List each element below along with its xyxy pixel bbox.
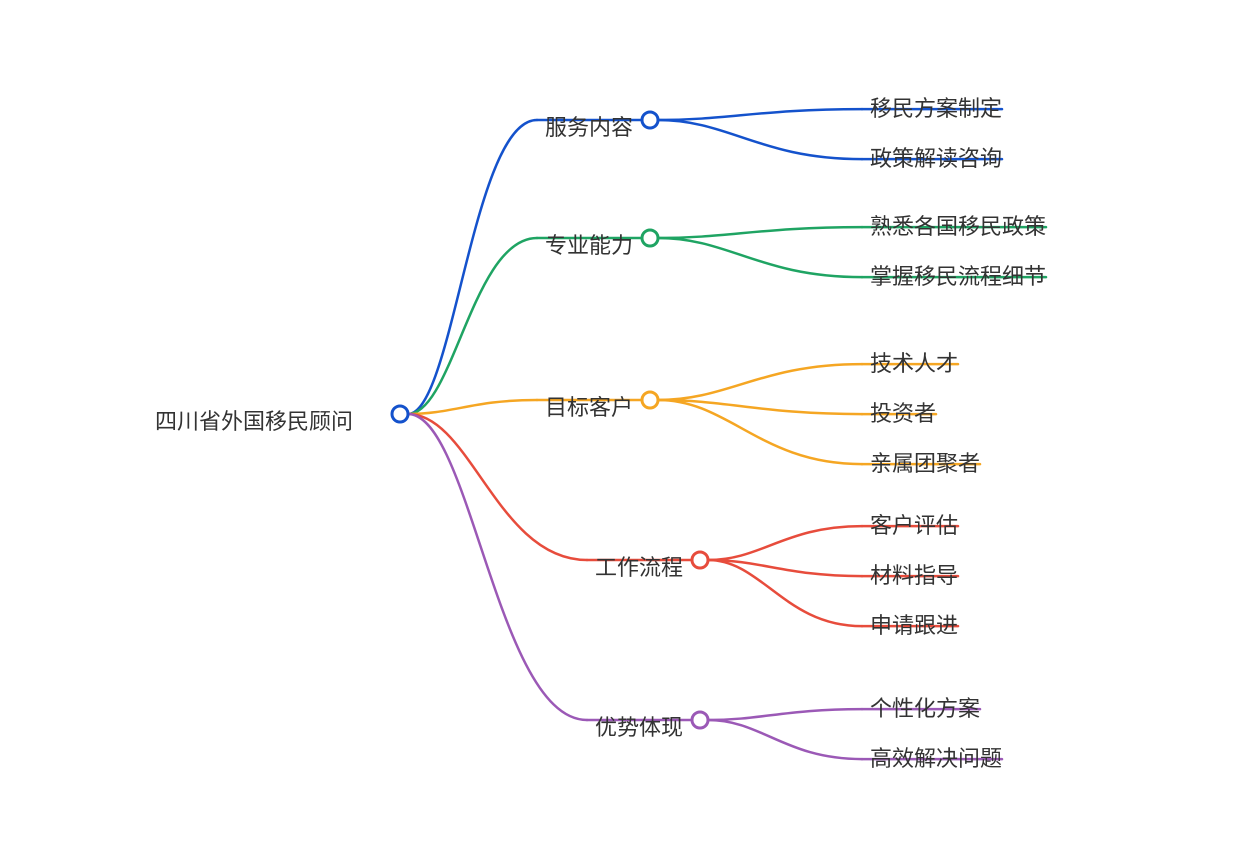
leaf-label-3-2: 申请跟进 (870, 608, 958, 640)
branch-label-2: 目标客户 (545, 390, 633, 422)
leaf-label-1-0: 熟悉各国移民政策 (870, 209, 1046, 241)
leaf-label-4-1: 高效解决问题 (870, 741, 1002, 773)
branch-label-4: 优势体现 (595, 710, 683, 742)
branch-label-0: 服务内容 (545, 110, 633, 142)
branch-label-1: 专业能力 (545, 228, 633, 260)
leaf-label-0-1: 政策解读咨询 (870, 141, 1002, 173)
branch-label-3: 工作流程 (595, 550, 683, 582)
leaf-label-3-1: 材料指导 (870, 558, 958, 590)
root-node-label: 四川省外国移民顾问 (155, 404, 353, 436)
leaf-label-3-0: 客户评估 (870, 508, 958, 540)
leaf-label-4-0: 个性化方案 (870, 691, 980, 723)
leaf-label-0-0: 移民方案制定 (870, 91, 1002, 123)
leaf-label-2-2: 亲属团聚者 (870, 446, 980, 478)
leaf-label-1-1: 掌握移民流程细节 (870, 259, 1046, 291)
leaf-label-2-1: 投资者 (870, 396, 936, 428)
leaf-label-2-0: 技术人才 (870, 346, 958, 378)
